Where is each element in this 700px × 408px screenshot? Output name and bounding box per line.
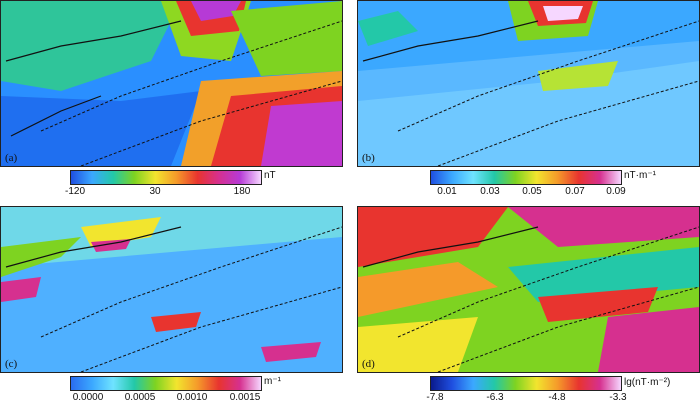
panel-label-d: (d)	[362, 358, 375, 370]
colorbar-tick: 0.05	[522, 186, 542, 197]
colorbar-c	[70, 376, 262, 391]
gradient-map-b	[358, 1, 699, 166]
colorbar-tick: 0.0010	[176, 392, 208, 403]
colorbar-tick: 0.03	[480, 186, 500, 197]
colorbar-tick: 180	[233, 186, 251, 197]
colorbar-tick: 0.01	[437, 186, 457, 197]
colorbar-tick: 0.0000	[72, 392, 104, 403]
map-panel-d: (d)	[357, 206, 700, 373]
log-gradient-map-d	[358, 207, 699, 372]
colorbar-b	[430, 170, 622, 185]
colorbar-tick: 0.07	[565, 186, 585, 197]
curvature-map-c	[1, 207, 342, 372]
colorbar-unit-c: m⁻¹	[264, 376, 281, 387]
colorbar-unit-d: lg(nT·m⁻²)	[624, 377, 671, 388]
colorbar-d	[430, 376, 622, 391]
panel-label-b: (b)	[362, 152, 375, 164]
colorbar-unit-b: nT·m⁻¹	[624, 170, 656, 181]
map-panel-a: (a)	[0, 0, 343, 167]
colorbar-tick: 0.09	[606, 186, 626, 197]
colorbar-tick: -120	[64, 186, 86, 197]
colorbar-tick: -7.8	[426, 392, 444, 403]
map-panel-b: (b)	[357, 0, 700, 167]
colorbar-unit-a: nT	[264, 170, 276, 181]
panel-label-c: (c)	[5, 358, 18, 370]
colorbar-tick: -6.3	[486, 392, 504, 403]
colorbar-a	[70, 170, 262, 185]
magnetic-map-a	[1, 1, 342, 166]
colorbar-tick: -3.3	[609, 392, 627, 403]
map-panel-c: (c)	[0, 206, 343, 373]
colorbar-tick: 0.0005	[124, 392, 156, 403]
colorbar-tick: 30	[149, 186, 161, 197]
colorbar-tick: -4.8	[548, 392, 566, 403]
colorbar-tick: 0.0015	[229, 392, 261, 403]
panel-label-a: (a)	[5, 152, 18, 164]
